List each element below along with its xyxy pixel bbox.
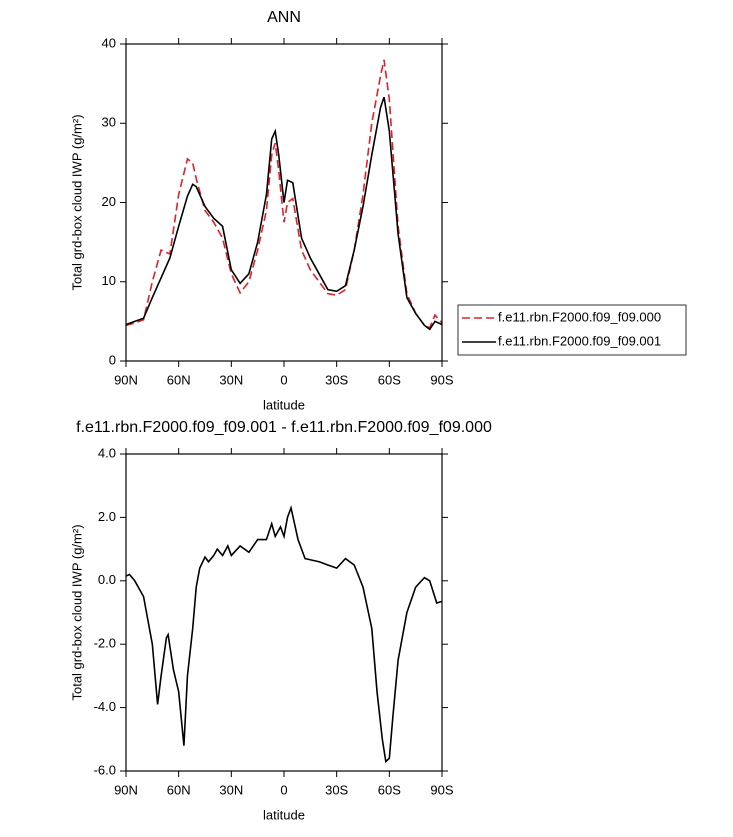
plot-frame (125, 43, 443, 362)
x-tick-label: 0 (280, 782, 287, 797)
plot-frame (125, 453, 443, 772)
data-line (125, 96, 443, 331)
x-tick-label: 90N (114, 372, 138, 387)
x-tick-label: 60N (167, 372, 191, 387)
x-tick-label: 60S (378, 782, 401, 797)
y-tick-label: -6.0 (94, 762, 116, 777)
y-tick-label: -2.0 (94, 636, 116, 651)
legend-box (457, 304, 687, 356)
y-tick-label: 4.0 (98, 445, 116, 460)
x-tick-label: 30S (325, 372, 348, 387)
legend-label: f.e11.rbn.F2000.f09_f09.000 (498, 309, 661, 324)
x-tick-label: 30S (325, 782, 348, 797)
y-axis-label: Total grd-box cloud IWP (g/m²) (69, 524, 84, 700)
x-tick-label: 60N (167, 782, 191, 797)
legend-label: f.e11.rbn.F2000.f09_f09.001 (498, 333, 661, 348)
x-axis-label: latitude (263, 397, 305, 412)
x-tick-label: 30N (219, 782, 243, 797)
data-line (125, 505, 443, 764)
x-tick-label: 30N (219, 372, 243, 387)
chart-title: f.e11.rbn.F2000.f09_f09.001 - f.e11.rbn.… (76, 419, 492, 436)
x-tick-label: 90N (114, 782, 138, 797)
y-tick-label: 0.0 (98, 572, 116, 587)
x-tick-label: 90S (430, 782, 453, 797)
data-line (125, 59, 443, 329)
y-tick-label: 0 (109, 352, 116, 367)
y-tick-label: 20 (102, 194, 116, 209)
x-tick-label: 60S (378, 372, 401, 387)
chart-title: ANN (267, 9, 301, 26)
y-tick-label: 30 (102, 115, 116, 130)
y-tick-label: -4.0 (94, 699, 116, 714)
y-tick-label: 2.0 (98, 509, 116, 524)
y-tick-label: 40 (102, 35, 116, 50)
y-axis-label: Total grd-box cloud IWP (g/m²) (69, 114, 84, 290)
y-tick-label: 10 (102, 273, 116, 288)
x-tick-label: 90S (430, 372, 453, 387)
x-tick-label: 0 (280, 372, 287, 387)
x-axis-label: latitude (263, 807, 305, 822)
